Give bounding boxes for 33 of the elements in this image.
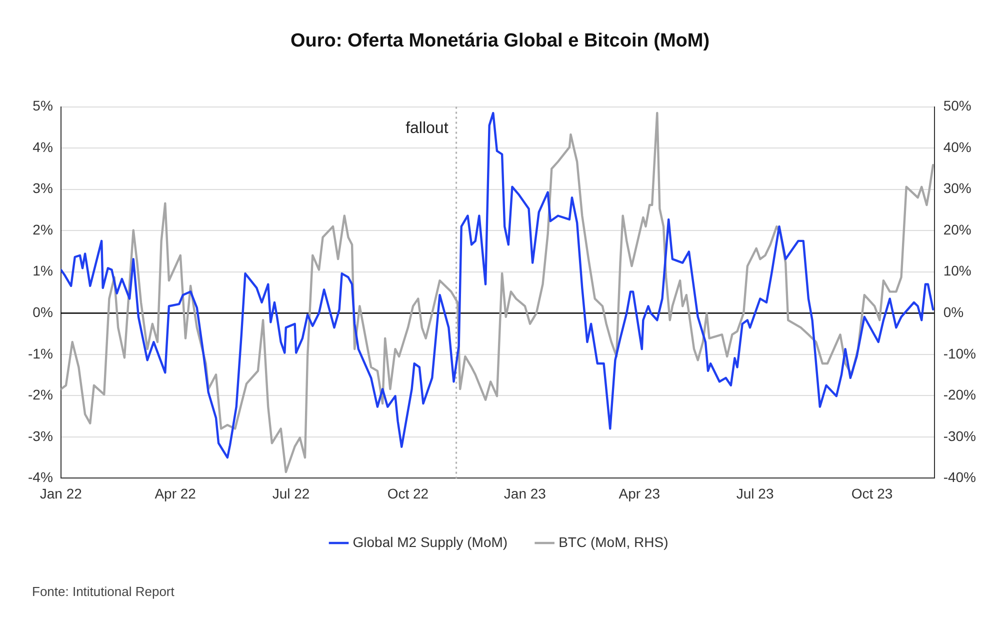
- x-tick-label: Oct 23: [851, 485, 893, 502]
- y-tick-label: 0%: [32, 304, 53, 320]
- y2-tick-label: -10%: [943, 345, 976, 362]
- legend-label: Global M2 Supply (MoM): [352, 534, 508, 550]
- y2-tick-label: -30%: [943, 428, 976, 444]
- y-tick-label: 4%: [32, 138, 53, 155]
- x-tick-label: Jan 22: [40, 485, 82, 502]
- y-tick-label: -4%: [28, 469, 53, 486]
- x-tick-label: Apr 22: [154, 485, 196, 502]
- y2-tick-label: -40%: [943, 469, 976, 486]
- y2-tick-label: -20%: [943, 386, 976, 403]
- x-tick-label: Jul 23: [736, 485, 774, 502]
- y2-tick-label: 50%: [943, 98, 972, 114]
- y2-tick-label: 10%: [943, 262, 972, 279]
- y-tick-label: -3%: [28, 428, 53, 444]
- y-tick-label: 2%: [32, 221, 53, 238]
- legend-label: BTC (MoM, RHS): [558, 534, 668, 550]
- x-tick-label: Jul 22: [272, 485, 310, 502]
- y2-tick-label: 40%: [943, 138, 972, 155]
- y2-tick-label: 20%: [943, 221, 972, 238]
- x-tick-label: Jan 23: [504, 485, 546, 502]
- x-tick-label: Oct 22: [387, 485, 429, 502]
- x-tick-label: Apr 23: [618, 485, 660, 502]
- y-tick-label: 3%: [32, 180, 53, 196]
- chart-title: Ouro: Oferta Monetária Global e Bitcoin (MoM): [290, 30, 710, 52]
- y-tick-label: -1%: [28, 345, 53, 362]
- y-tick-label: 1%: [32, 262, 53, 279]
- y-tick-label: -2%: [28, 386, 53, 403]
- y2-tick-label: 0%: [943, 304, 964, 320]
- y2-tick-label: 30%: [943, 180, 972, 196]
- ref-line-label: fallout: [406, 120, 449, 138]
- y-tick-label: 5%: [32, 98, 53, 114]
- source-note: Fonte: Intitutional Report: [32, 584, 174, 599]
